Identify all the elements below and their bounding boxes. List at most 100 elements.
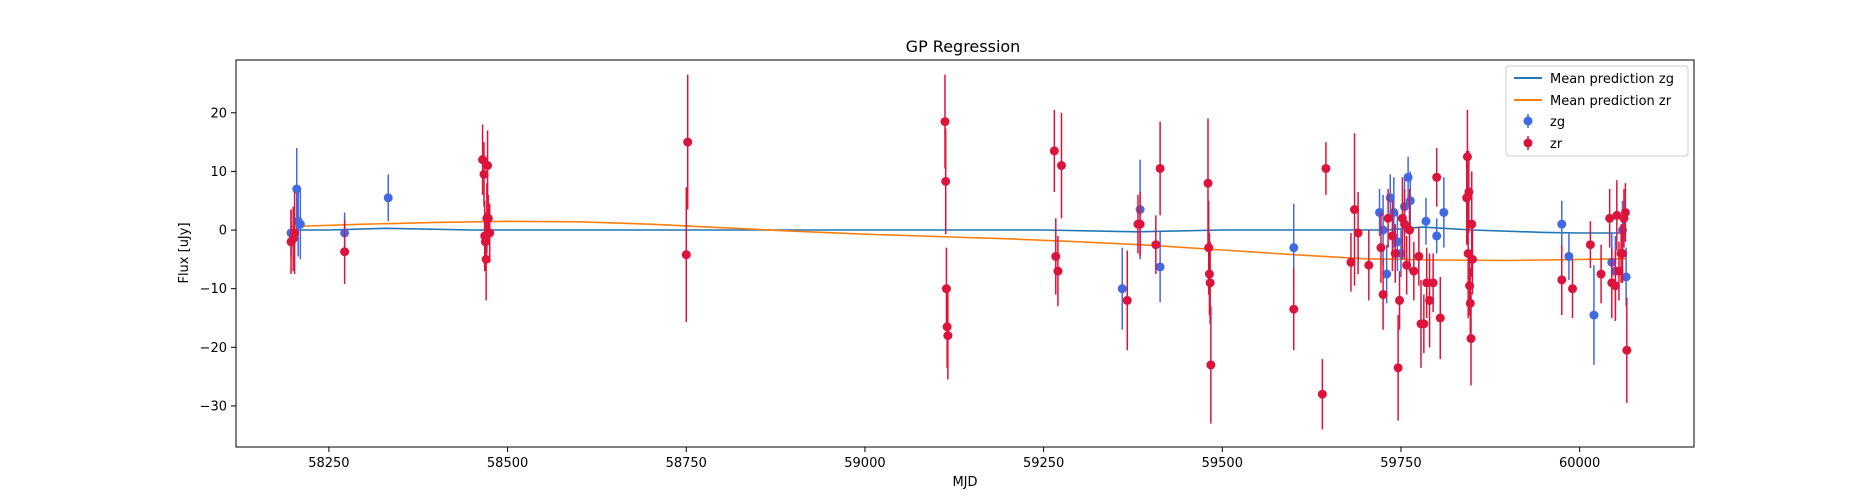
marker <box>1467 254 1477 264</box>
marker <box>1203 178 1213 188</box>
marker <box>1557 275 1567 285</box>
marker <box>1117 284 1127 294</box>
data-point-zr <box>1435 276 1445 360</box>
data-point-zr <box>1376 212 1386 283</box>
data-point-zr <box>1346 232 1356 292</box>
marker <box>1376 243 1386 253</box>
marker <box>1151 240 1161 250</box>
marker <box>1375 207 1385 217</box>
data-point-zg <box>1589 265 1599 365</box>
marker <box>1289 304 1299 314</box>
marker <box>1605 213 1615 223</box>
data-point-zr <box>1049 109 1059 192</box>
marker <box>292 184 302 194</box>
marker <box>1564 251 1574 261</box>
data-point-zr <box>1350 133 1360 286</box>
marker <box>1596 269 1606 279</box>
data-point-zr <box>941 128 951 235</box>
data-point-zr <box>1622 297 1632 404</box>
marker <box>1393 363 1403 373</box>
marker <box>1405 225 1415 235</box>
data-point-zr <box>1596 244 1606 304</box>
data-point-zr <box>681 187 691 323</box>
marker <box>1557 219 1567 229</box>
data-point-zr <box>1056 112 1066 219</box>
data-point-zr <box>1353 191 1363 275</box>
data-point-zr <box>1122 250 1132 351</box>
marker <box>1155 262 1165 272</box>
mean-prediction-line-zg <box>291 226 1627 234</box>
marker <box>1383 213 1393 223</box>
marker <box>1378 290 1388 300</box>
data-point-zr <box>1466 291 1476 386</box>
data-point-zr <box>1383 189 1393 248</box>
marker <box>1400 219 1410 229</box>
marker <box>383 193 393 203</box>
marker <box>1135 219 1145 229</box>
data-point-zr <box>1397 177 1407 260</box>
legend-swatch-zg-points <box>1523 114 1533 128</box>
marker <box>1346 257 1356 267</box>
marker <box>1053 266 1063 276</box>
marker <box>1206 360 1216 370</box>
data-point-zr <box>1405 189 1415 272</box>
marker <box>1051 251 1061 261</box>
legend-swatch-zr-points <box>1523 136 1533 150</box>
marker <box>1428 278 1438 288</box>
y-tick-label: 0 <box>219 224 227 239</box>
data-point-zr <box>1425 253 1435 348</box>
data-point-zr <box>1610 250 1620 321</box>
marker <box>1610 281 1620 291</box>
marker <box>481 254 491 264</box>
data-point-zr <box>1419 294 1429 354</box>
marker <box>1382 269 1392 279</box>
legend: Mean prediction zg Mean prediction zr zg… <box>1505 65 1689 157</box>
data-point-zg <box>383 174 393 222</box>
marker <box>1350 205 1360 215</box>
marker <box>940 117 950 127</box>
legend-label-zg: zg <box>1550 115 1565 130</box>
data-point-zg <box>295 189 305 260</box>
data-point-zr <box>1612 180 1622 251</box>
data-point-zr <box>1618 224 1628 283</box>
legend-box <box>1505 65 1689 157</box>
marker <box>295 219 305 229</box>
y-tick-label: −10 <box>200 282 227 297</box>
data-point-zg <box>1432 218 1442 254</box>
marker <box>1432 231 1442 241</box>
data-point-zg <box>1117 247 1127 330</box>
data-point-zg <box>1439 177 1449 248</box>
legend-label-zg-mean: Mean prediction zg <box>1550 72 1674 87</box>
data-point-zr <box>1317 359 1327 430</box>
x-tick-label: 58750 <box>666 456 707 471</box>
legend-label-zr: zr <box>1550 137 1563 152</box>
data-point-zr <box>1414 227 1424 286</box>
data-point-zr <box>485 203 495 263</box>
data-point-zr <box>1568 259 1577 318</box>
data-point-zr <box>1378 259 1388 330</box>
marker <box>1409 266 1419 276</box>
y-tick-label: 20 <box>210 106 227 121</box>
marker <box>683 137 693 147</box>
y-tick-label: −20 <box>200 341 227 356</box>
marker <box>681 250 691 260</box>
marker <box>1462 152 1472 162</box>
data-point-zr <box>479 142 489 207</box>
data-point-zr <box>1364 230 1374 301</box>
marker <box>1414 251 1424 261</box>
data-point-zr <box>1135 191 1145 257</box>
marker <box>1205 278 1215 288</box>
marker <box>1389 207 1399 217</box>
data-point-zr <box>1428 253 1438 313</box>
marker <box>1403 172 1413 182</box>
data-point-zg <box>292 147 302 231</box>
marker <box>1395 295 1405 305</box>
data-point-zr <box>483 130 493 201</box>
marker <box>1432 172 1442 182</box>
marker <box>941 176 951 186</box>
marker <box>1612 210 1622 220</box>
marker <box>1353 228 1363 238</box>
data-point-zr <box>290 191 300 275</box>
data-point-zr <box>943 291 953 380</box>
mean-prediction-line-zr <box>290 220 1627 262</box>
